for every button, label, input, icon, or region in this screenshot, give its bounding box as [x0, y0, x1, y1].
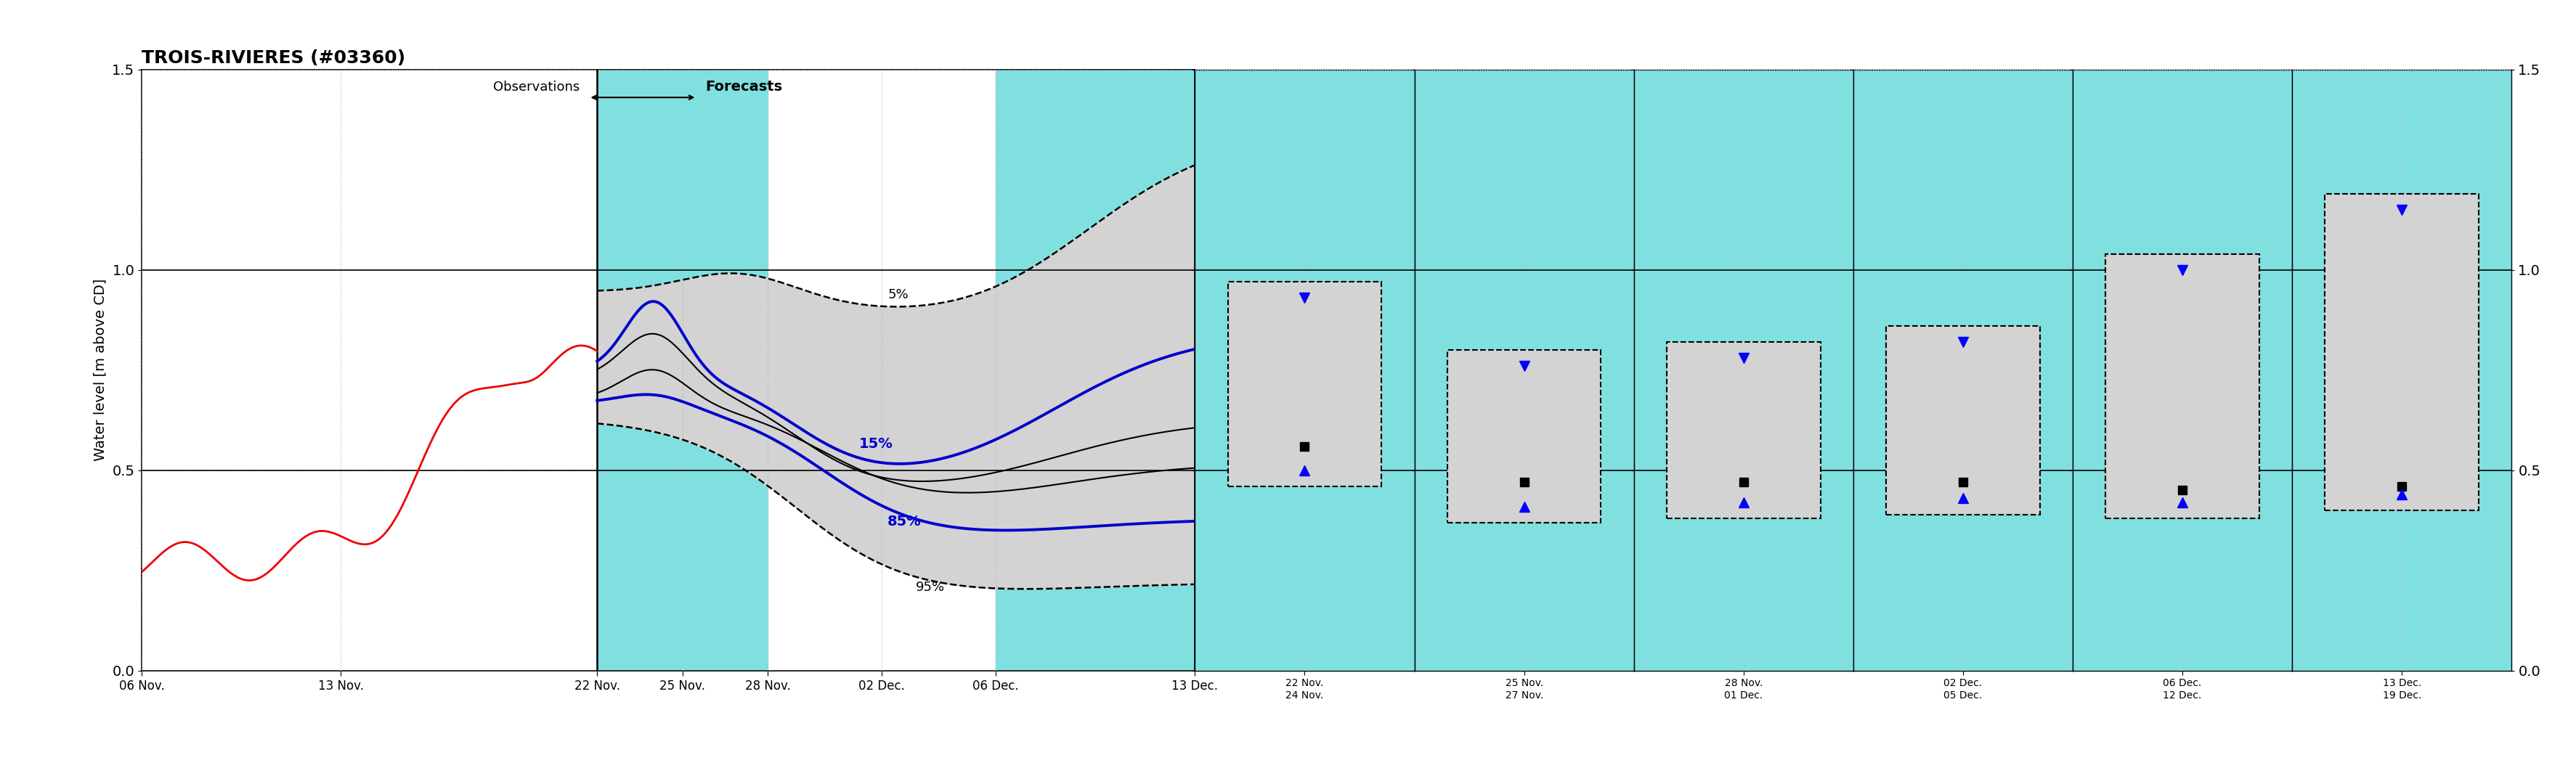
Bar [1229, 282, 1381, 487]
Text: 85%: 85% [889, 515, 922, 529]
Text: TROIS-RIVIERES (#03360): TROIS-RIVIERES (#03360) [142, 49, 404, 67]
Bar [2105, 254, 2259, 518]
Text: 95%: 95% [917, 581, 945, 594]
Y-axis label: Water level [m above CD]: Water level [m above CD] [93, 279, 108, 461]
Bar [2326, 194, 2478, 510]
Bar [1886, 326, 2040, 514]
Text: 15%: 15% [858, 437, 894, 451]
Bar [598, 69, 768, 671]
Text: 5%: 5% [889, 288, 909, 301]
Text: Observations: Observations [495, 80, 580, 93]
Text: Forecasts: Forecasts [706, 79, 783, 93]
Bar [1448, 350, 1600, 523]
Bar [997, 69, 1195, 671]
Bar [1667, 342, 1821, 518]
